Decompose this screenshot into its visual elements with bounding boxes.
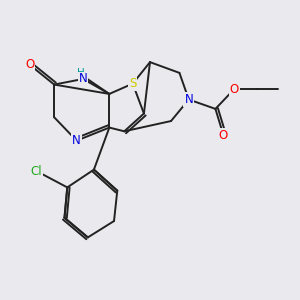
Text: N: N bbox=[184, 93, 193, 106]
Text: N: N bbox=[79, 73, 88, 85]
Text: O: O bbox=[219, 128, 228, 142]
Text: H: H bbox=[77, 68, 85, 78]
Text: Cl: Cl bbox=[31, 164, 42, 178]
Text: O: O bbox=[230, 83, 239, 96]
Text: O: O bbox=[25, 58, 34, 71]
Text: N: N bbox=[72, 134, 81, 147]
Text: S: S bbox=[129, 77, 136, 90]
